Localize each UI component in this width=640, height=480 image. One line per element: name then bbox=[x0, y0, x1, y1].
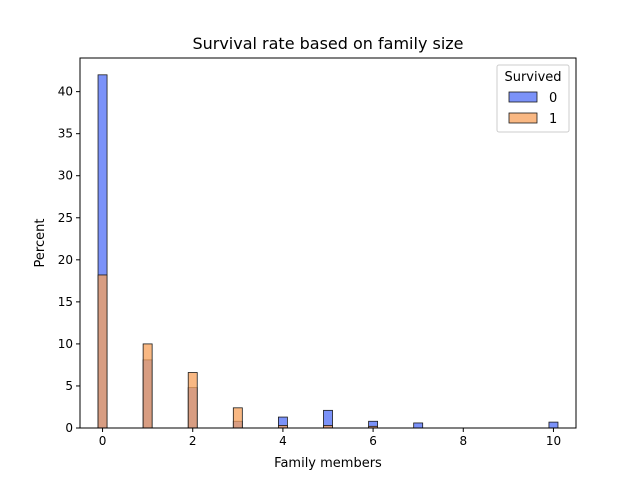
x-axis: 0 2 4 6 8 10 bbox=[99, 428, 561, 448]
plot-frame bbox=[79, 57, 577, 429]
x-tick-label: 10 bbox=[546, 434, 561, 448]
x-tick-label: 0 bbox=[99, 434, 107, 448]
x-tick-label: 8 bbox=[459, 434, 467, 448]
bar-survived-1-x2 bbox=[187, 372, 198, 429]
y-tick-label: 35 bbox=[58, 127, 73, 141]
x-tick-label: 2 bbox=[189, 434, 197, 448]
legend: Survived 0 1 bbox=[496, 64, 570, 133]
y-tick-label: 20 bbox=[58, 253, 73, 267]
y-tick-label: 30 bbox=[58, 169, 73, 183]
legend-swatch-1 bbox=[508, 112, 538, 124]
bar-survived-0-x7 bbox=[413, 422, 424, 429]
x-tick-label: 4 bbox=[279, 434, 287, 448]
legend-title: Survived bbox=[504, 70, 561, 85]
bar-survived-1-x0 bbox=[97, 274, 108, 429]
y-tick-label: 40 bbox=[58, 85, 73, 99]
y-tick-label: 0 bbox=[65, 421, 73, 435]
y-tick-label: 5 bbox=[65, 379, 73, 393]
legend-label-0: 0 bbox=[549, 91, 557, 106]
y-axis-label: Percent bbox=[33, 219, 48, 268]
legend-swatch-0 bbox=[508, 91, 538, 103]
x-axis-label: Family members bbox=[274, 456, 382, 471]
bar-survived-1-x3 bbox=[232, 407, 243, 429]
x-tick-label: 6 bbox=[369, 434, 377, 448]
bar-survived-0-x10 bbox=[548, 421, 559, 429]
bar-survived-1-x1 bbox=[142, 343, 153, 429]
chart-title: Survival rate based on family size bbox=[192, 34, 463, 53]
bars-group bbox=[97, 74, 559, 429]
y-tick-label: 15 bbox=[58, 295, 73, 309]
y-tick-label: 25 bbox=[58, 211, 73, 225]
legend-label-1: 1 bbox=[549, 112, 557, 127]
y-axis: 0 5 10 15 20 25 30 35 40 bbox=[58, 85, 80, 435]
y-tick-label: 10 bbox=[58, 337, 73, 351]
